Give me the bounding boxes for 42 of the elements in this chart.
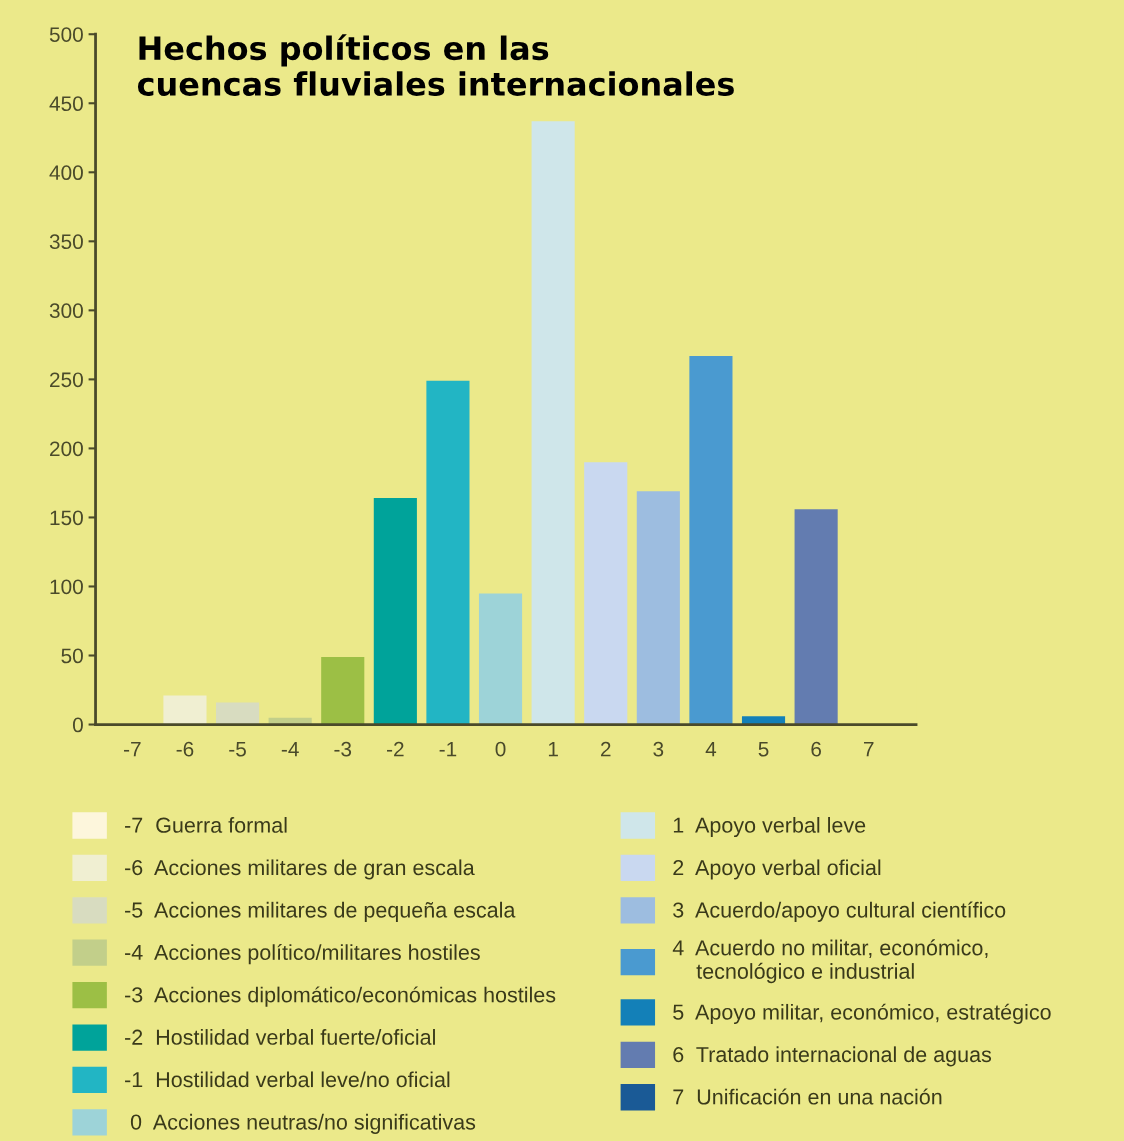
legend-label: -4 Acciones político/militares hostiles [125, 943, 480, 965]
x-tick-label: 6 [811, 741, 821, 757]
x-tick-label: 5 [758, 741, 769, 757]
legend-label: -6 Acciones militares de gran escala [125, 859, 475, 880]
x-tick-label: -3 [334, 741, 352, 757]
x-tick-label: -2 [387, 741, 404, 757]
x-tick-label: 7 [864, 741, 874, 757]
y-tick-label: 300 [49, 303, 83, 319]
y-tick-label: 450 [49, 96, 83, 112]
legend-label: 3 Acuerdo/apoyo cultural científico [673, 901, 1006, 922]
legend-label: -7 Guerra formal [125, 817, 287, 833]
x-tick-label: -1 [439, 741, 457, 757]
y-tick-label: 0 [72, 717, 83, 733]
legend-label: 4 Acuerdo no militar, económico, tecnológico e industrial [672, 939, 988, 984]
legend-label: 7 Unificación en una nación [673, 1088, 942, 1105]
legend-label: -3 Acciones diplomático/económicas hostiles [125, 986, 556, 1007]
y-tick-label: 350 [49, 234, 83, 250]
legend-label: 0 Acciones neutras/no significativas [130, 1113, 476, 1134]
x-tick-label: 2 [600, 741, 611, 757]
y-tick-label: 500 [49, 27, 83, 42]
legend-label: 6 Tratado internacional de aguas [673, 1046, 992, 1067]
x-tick-label: 3 [653, 741, 664, 757]
x-tick-label: 0 [495, 741, 506, 757]
legend-label: -1 Hostilidad verbal leve/no oficial [125, 1071, 450, 1088]
legend-label: 2 Apoyo verbal oficial [673, 859, 881, 880]
legend-label: -2 Hostilidad verbal fuerte/oficial [125, 1029, 435, 1045]
legend-label: 1 Apoyo verbal leve [673, 817, 866, 838]
chart-title: Hechos políticos en las cuencas fluviales internacionales [137, 34, 734, 97]
x-tick-label: -5 [229, 741, 246, 757]
x-tick-label: -7 [124, 741, 141, 757]
x-tick-label: -6 [176, 741, 194, 757]
y-tick-label: 250 [50, 372, 83, 388]
y-tick-label: 200 [50, 441, 83, 457]
x-tick-label: -4 [281, 741, 299, 757]
x-tick-label: 4 [705, 741, 717, 757]
x-tick-label: 1 [548, 741, 558, 757]
legend-label: -5 Acciones militares de pequeña escala [125, 901, 516, 922]
y-tick-label: 100 [50, 579, 83, 595]
y-tick-label: 400 [49, 165, 83, 181]
y-tick-label: 50 [61, 648, 83, 664]
legend-label: 5 Apoyo militar, económico, estratégico [673, 1003, 1051, 1025]
y-tick-label: 150 [50, 510, 83, 526]
